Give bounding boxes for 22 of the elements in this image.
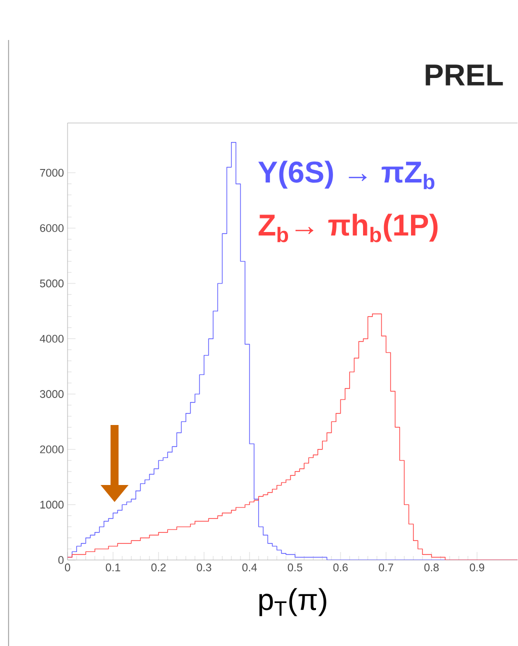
x-tick-label: 0.6 [334, 564, 348, 572]
text: PREL [426, 64, 504, 86]
x-tick-label: 0.5 [288, 564, 302, 572]
y-tick-label: 2000 [40, 445, 64, 454]
x-tick-label: 0.1 [106, 564, 120, 572]
x-tick-label: 0.4 [242, 564, 258, 572]
x-axis-title: p$_{T}$(π) [260, 588, 326, 616]
y-tick-label: 7000 [40, 168, 64, 177]
y-tick-label: 3000 [40, 390, 64, 398]
x-tick-label: 0 [65, 564, 70, 572]
y-tick-label: 6000 [40, 224, 64, 232]
series-label: Υ(6S) → πZ$_{b}$ [258, 160, 435, 190]
y-tick-label: 5000 [40, 280, 64, 288]
x-tick-label: 0.3 [197, 564, 212, 572]
x-tick-label: 0.7 [379, 564, 394, 572]
y-tick-label: 0 [58, 556, 64, 564]
x-tick-label: 0.9 [470, 564, 484, 572]
x-tick-label: 0.2 [152, 564, 166, 572]
text: Z$_{b}$→ πh$_{b}$(1P) [258, 214, 438, 242]
y-tick-label: 1000 [40, 500, 64, 509]
y-tick-label: 4000 [40, 334, 64, 343]
x-tick-label: 0.8 [424, 564, 439, 572]
